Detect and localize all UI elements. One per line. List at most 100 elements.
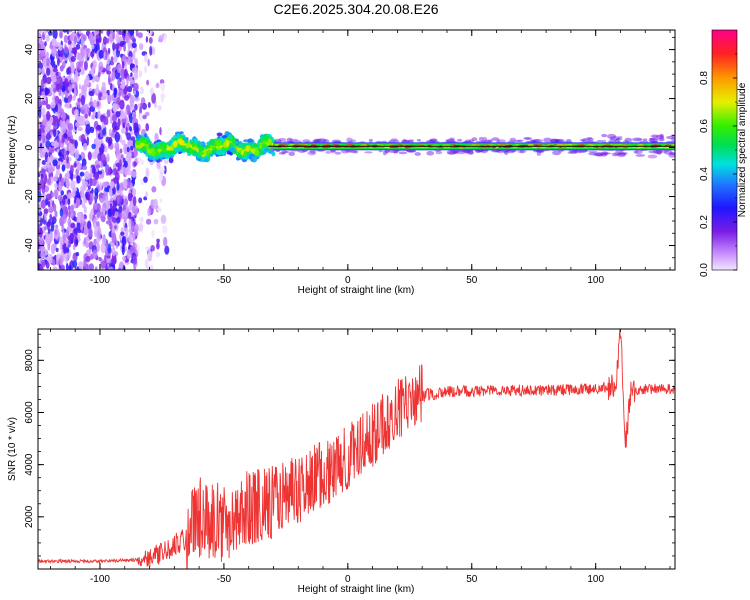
spectrogram-ylabel: Frequency (Hz) bbox=[7, 116, 18, 185]
spectrogram-ytick-label: 0 bbox=[24, 144, 35, 150]
heatmap-cell bbox=[59, 65, 64, 72]
heatmap-cell bbox=[89, 192, 94, 202]
heatmap-cell bbox=[76, 175, 81, 184]
heatmap-cell bbox=[85, 241, 89, 248]
heatmap-cell bbox=[192, 146, 198, 151]
heatmap-cell bbox=[78, 30, 82, 34]
heatmap-cell bbox=[68, 208, 71, 219]
heatmap-cell bbox=[617, 136, 623, 139]
heatmap-cell bbox=[54, 210, 58, 218]
heatmap-cell bbox=[635, 149, 643, 155]
heatmap-cell bbox=[80, 190, 84, 200]
heatmap-cell bbox=[59, 255, 64, 267]
heatmap-cell bbox=[40, 199, 46, 209]
heatmap-cell bbox=[72, 187, 78, 192]
heatmap-cell bbox=[237, 153, 242, 159]
heatmap-cell bbox=[156, 161, 161, 170]
heatmap-cell bbox=[58, 44, 63, 51]
heatmap-cell bbox=[99, 198, 104, 204]
heatmap-cell bbox=[107, 136, 113, 145]
heatmap-cell bbox=[97, 71, 101, 78]
heatmap-cell bbox=[71, 22, 76, 26]
heatmap-cell bbox=[616, 137, 623, 141]
heatmap-cell bbox=[76, 215, 82, 223]
heatmap-cell bbox=[79, 67, 85, 76]
heatmap-cell bbox=[596, 140, 603, 142]
heatmap-cell bbox=[136, 144, 143, 149]
heatmap-cell bbox=[121, 139, 126, 146]
heatmap-cell bbox=[87, 220, 92, 230]
heatmap-cell bbox=[109, 203, 113, 211]
heatmap-cell bbox=[132, 232, 136, 242]
heatmap-cell bbox=[68, 46, 73, 52]
heatmap-cell bbox=[67, 192, 72, 199]
heatmap-cell bbox=[80, 213, 85, 224]
heatmap-cell bbox=[147, 250, 153, 261]
heatmap-cell bbox=[119, 148, 123, 154]
heatmap-cell bbox=[108, 263, 113, 268]
heatmap-cell bbox=[183, 137, 187, 141]
heatmap-cell bbox=[89, 126, 95, 133]
heatmap-cell bbox=[94, 171, 100, 181]
heatmap-cell bbox=[129, 79, 135, 85]
heatmap-cell bbox=[131, 188, 137, 197]
heatmap-cell bbox=[70, 78, 75, 84]
heatmap-cell bbox=[64, 90, 68, 99]
heatmap-cell bbox=[159, 127, 162, 136]
heatmap-cell bbox=[100, 162, 104, 168]
heatmap-cell bbox=[40, 46, 46, 57]
heatmap-cell bbox=[68, 156, 72, 162]
heatmap-cell bbox=[105, 195, 109, 205]
heatmap-cell bbox=[211, 149, 216, 154]
heatmap-cell bbox=[65, 207, 68, 216]
heatmap-cell bbox=[45, 30, 50, 32]
heatmap-cell bbox=[93, 30, 99, 36]
heatmap-cell bbox=[163, 236, 168, 247]
heatmap-cell bbox=[53, 188, 59, 198]
heatmap-cell bbox=[88, 101, 94, 107]
heatmap-cell bbox=[642, 138, 648, 142]
heatmap-cell bbox=[97, 153, 102, 162]
heatmap-cell bbox=[112, 186, 116, 195]
heatmap-cell bbox=[150, 87, 154, 95]
heatmap-cell bbox=[179, 131, 184, 135]
snr-frame bbox=[37, 328, 676, 570]
heatmap-cell bbox=[122, 30, 127, 37]
heatmap-cell bbox=[128, 211, 132, 220]
heatmap-cell bbox=[147, 58, 150, 67]
heatmap-cell bbox=[57, 194, 64, 202]
heatmap-cell bbox=[139, 43, 144, 51]
heatmap-cell bbox=[247, 138, 253, 144]
heatmap-cell bbox=[209, 153, 214, 157]
heatmap-cell bbox=[115, 240, 119, 249]
heatmap-cell bbox=[103, 51, 106, 57]
heatmap-cell bbox=[163, 25, 168, 29]
heatmap-cell bbox=[145, 36, 149, 43]
heatmap-cell bbox=[152, 198, 158, 210]
heatmap-cell bbox=[111, 114, 118, 122]
heatmap-cell bbox=[96, 203, 101, 213]
heatmap-cell bbox=[92, 59, 97, 69]
heatmap-cell bbox=[67, 40, 72, 45]
heatmap-cell bbox=[655, 134, 664, 139]
heatmap-cell bbox=[552, 150, 562, 156]
heatmap-cell bbox=[120, 68, 126, 80]
heatmap-cell bbox=[74, 69, 78, 78]
heatmap-cell bbox=[148, 37, 153, 44]
heatmap-cell bbox=[523, 137, 531, 140]
heatmap-cell bbox=[262, 136, 267, 140]
heatmap-cell bbox=[77, 97, 82, 103]
heatmap-cell bbox=[38, 30, 43, 35]
heatmap-cell bbox=[123, 68, 128, 79]
heatmap-cell bbox=[173, 137, 178, 142]
colorbar-tick-label: 0.6 bbox=[699, 119, 710, 133]
heatmap-cell bbox=[74, 109, 79, 114]
snr-xtick-label: 100 bbox=[587, 574, 604, 585]
heatmap-cell bbox=[139, 216, 144, 223]
heatmap-cell bbox=[44, 41, 47, 47]
heatmap-cell bbox=[39, 30, 42, 31]
heatmap-cell bbox=[144, 258, 149, 269]
heatmap-cell bbox=[107, 94, 112, 103]
heatmap-cell bbox=[106, 54, 110, 65]
heatmap-cell bbox=[130, 221, 135, 233]
